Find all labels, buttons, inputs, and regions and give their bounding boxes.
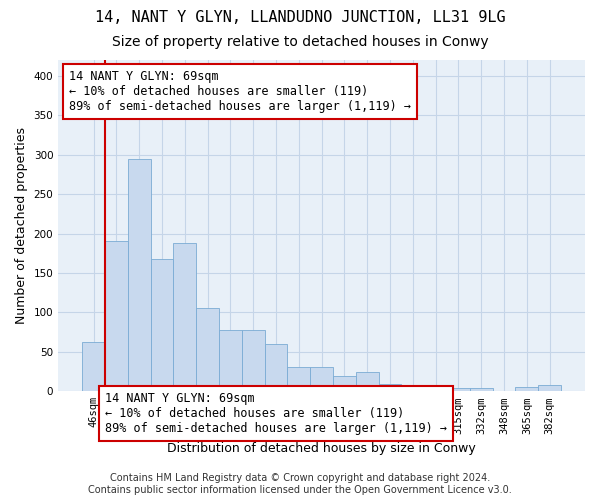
Bar bbox=[401, 386, 424, 392]
Bar bbox=[310, 367, 333, 392]
Bar bbox=[173, 243, 196, 392]
Bar bbox=[196, 308, 219, 392]
Bar bbox=[82, 342, 105, 392]
Text: 14, NANT Y GLYN, LLANDUDNO JUNCTION, LL31 9LG: 14, NANT Y GLYN, LLANDUDNO JUNCTION, LL3… bbox=[95, 10, 505, 25]
X-axis label: Distribution of detached houses by size in Conwy: Distribution of detached houses by size … bbox=[167, 442, 476, 455]
Bar bbox=[356, 372, 379, 392]
Bar bbox=[242, 330, 265, 392]
Bar bbox=[128, 158, 151, 392]
Bar bbox=[265, 344, 287, 392]
Bar bbox=[515, 388, 538, 392]
Bar bbox=[538, 385, 561, 392]
Y-axis label: Number of detached properties: Number of detached properties bbox=[15, 127, 28, 324]
Bar bbox=[287, 367, 310, 392]
Bar bbox=[424, 388, 447, 392]
Bar bbox=[219, 330, 242, 392]
Text: Contains HM Land Registry data © Crown copyright and database right 2024.
Contai: Contains HM Land Registry data © Crown c… bbox=[88, 474, 512, 495]
Text: 14 NANT Y GLYN: 69sqm
← 10% of detached houses are smaller (119)
89% of semi-det: 14 NANT Y GLYN: 69sqm ← 10% of detached … bbox=[69, 70, 411, 113]
Bar bbox=[470, 388, 493, 392]
Bar bbox=[151, 259, 173, 392]
Text: Size of property relative to detached houses in Conwy: Size of property relative to detached ho… bbox=[112, 35, 488, 49]
Bar bbox=[379, 384, 401, 392]
Bar bbox=[105, 242, 128, 392]
Bar bbox=[333, 376, 356, 392]
Bar bbox=[447, 388, 470, 392]
Text: 14 NANT Y GLYN: 69sqm
← 10% of detached houses are smaller (119)
89% of semi-det: 14 NANT Y GLYN: 69sqm ← 10% of detached … bbox=[105, 392, 447, 434]
